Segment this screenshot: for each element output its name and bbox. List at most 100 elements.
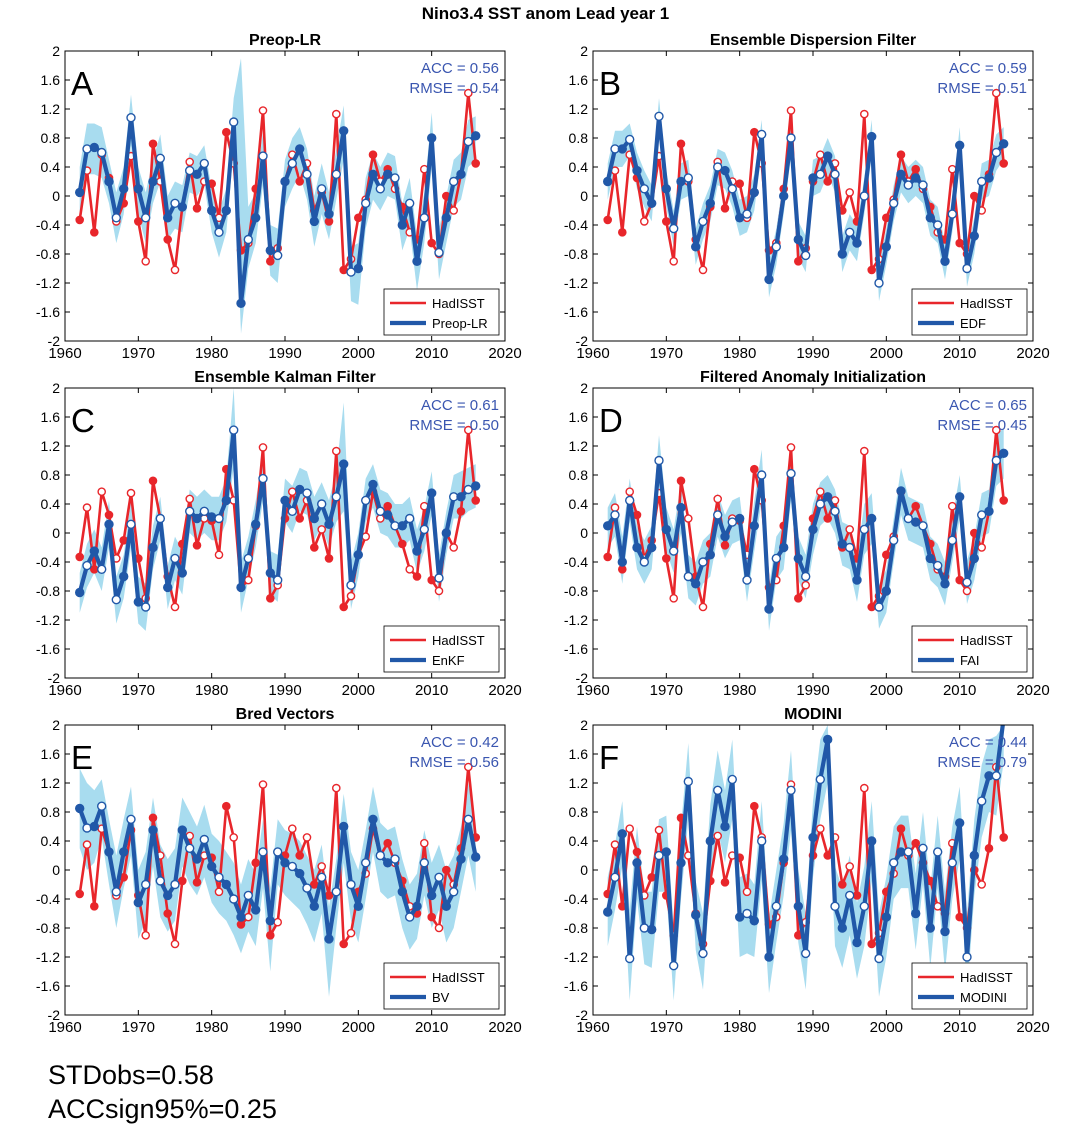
forecast-point: [625, 495, 635, 506]
forecast-point: [280, 495, 290, 506]
forecast-point: [823, 734, 833, 745]
forecast-point: [243, 890, 254, 901]
observed-point: [970, 191, 979, 201]
legend: HadISST MODINI: [911, 962, 1028, 1010]
forecast-point: [361, 198, 371, 209]
forecast-point: [89, 546, 100, 556]
y-tick-label: -1.6: [564, 978, 588, 994]
forecast-point: [713, 162, 723, 172]
forecast-point: [749, 521, 759, 531]
observed-point: [911, 164, 921, 174]
observed-point: [882, 550, 891, 560]
observed-point: [148, 476, 158, 486]
forecast-point: [764, 604, 774, 614]
forecast-point: [434, 573, 444, 583]
observed-point: [816, 150, 825, 159]
observed-point: [119, 536, 128, 545]
forecast-point: [258, 473, 268, 484]
observed-point: [427, 912, 437, 922]
observed-point: [324, 891, 334, 900]
panel-title: Filtered Anomaly Initialization: [700, 369, 926, 386]
forecast-point: [126, 112, 136, 123]
forecast-point: [749, 916, 759, 926]
observed-point: [309, 880, 319, 889]
forecast-point: [170, 553, 180, 564]
forecast-point: [933, 220, 943, 230]
forecast-point: [617, 557, 627, 567]
panel-letter: A: [71, 65, 93, 102]
forecast-point: [456, 169, 466, 180]
forecast-point: [353, 901, 363, 911]
forecast-point: [412, 901, 422, 911]
observed-point: [331, 446, 341, 456]
plot-contents: [603, 725, 1009, 1001]
forecast-point: [947, 209, 957, 219]
forecast-point: [111, 213, 122, 223]
forecast-point: [977, 176, 987, 187]
forecast-point: [991, 147, 1001, 158]
y-tick-label: 1.6: [41, 746, 61, 762]
forecast-point: [133, 597, 144, 607]
observed-point: [852, 891, 862, 900]
forecast-point: [324, 209, 334, 219]
forecast-point: [705, 550, 715, 560]
observed-point: [948, 501, 957, 511]
observed-point: [933, 902, 943, 911]
observed-point: [845, 525, 855, 534]
panel-letter: D: [599, 402, 623, 439]
forecast-point: [727, 774, 737, 785]
plot-contents: [603, 425, 1009, 631]
y-tick-label: -0.4: [564, 891, 588, 907]
y-tick-label: 1.2: [41, 438, 61, 454]
forecast-point: [148, 176, 158, 187]
observed-point: [331, 109, 341, 119]
forecast-point: [845, 542, 855, 553]
forecast-point: [837, 923, 847, 933]
forecast-point: [823, 151, 833, 161]
forecast-point: [962, 952, 972, 962]
forecast-point: [148, 825, 158, 835]
observed-point: [603, 215, 613, 225]
legend-entry: HadISST: [960, 633, 1013, 648]
observed-point: [676, 476, 686, 486]
forecast-point: [859, 901, 869, 911]
observed-point: [823, 851, 833, 860]
y-tick-label: 0.4: [41, 833, 61, 849]
forecast-point: [441, 213, 451, 223]
forecast-point: [405, 513, 415, 524]
forecast-point: [771, 553, 781, 564]
forecast-point: [786, 785, 796, 795]
y-tick-label: -1.2: [564, 275, 588, 291]
observed-point: [838, 880, 847, 889]
forecast-point: [177, 825, 188, 835]
observed-point: [632, 510, 642, 520]
observed-point: [258, 106, 268, 115]
forecast-point: [793, 234, 803, 245]
observed-point: [750, 464, 759, 474]
forecast-point: [375, 850, 385, 861]
y-tick-label: 0: [52, 862, 60, 878]
x-tick-label: 1990: [268, 1019, 301, 1036]
observed-point: [603, 552, 613, 562]
forecast-point: [206, 205, 217, 216]
forecast-point: [397, 887, 407, 897]
forecast-point: [720, 821, 730, 832]
forecast-point: [984, 173, 994, 183]
forecast-point: [903, 847, 913, 857]
forecast-point: [214, 872, 224, 882]
observed-point: [346, 928, 356, 938]
forecast-point: [361, 858, 371, 868]
y-tick-label: -0.4: [36, 554, 60, 570]
forecast-point: [104, 847, 114, 857]
observed-point: [265, 256, 275, 266]
forecast-point: [845, 890, 855, 901]
forecast-point: [867, 836, 877, 846]
y-tick-label: -0.8: [564, 920, 588, 936]
forecast-point: [295, 144, 305, 154]
forecast-point: [273, 847, 283, 857]
forecast-point: [192, 854, 202, 864]
observed-point: [427, 238, 437, 248]
observed-point: [896, 150, 906, 159]
x-tick-label: 2010: [415, 682, 448, 699]
forecast-point: [676, 502, 686, 513]
